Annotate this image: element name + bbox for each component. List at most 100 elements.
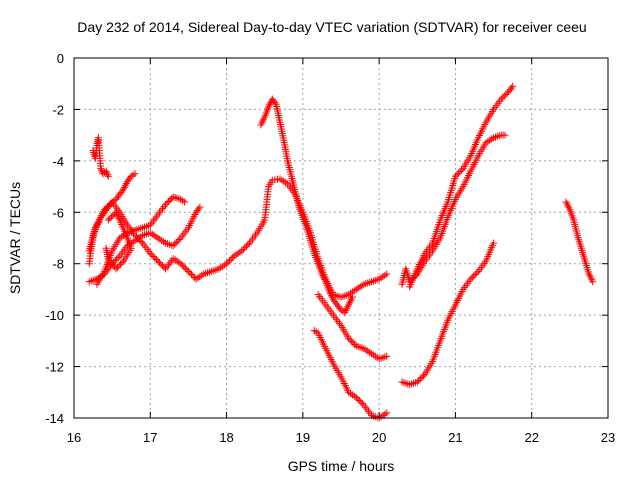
data-point-marker	[413, 378, 421, 386]
data-point-marker	[117, 260, 125, 268]
x-tick-label: 21	[448, 430, 462, 445]
data-point-marker	[369, 277, 377, 285]
data-point-marker	[178, 261, 186, 269]
data-point-marker	[102, 167, 110, 175]
data-point-marker	[157, 260, 165, 268]
data-point-marker	[187, 271, 195, 279]
data-point-marker	[148, 251, 156, 259]
data-point-marker	[171, 240, 179, 248]
series-arc-10	[310, 327, 391, 422]
data-point-marker	[419, 372, 427, 380]
data-point-marker	[118, 259, 126, 267]
data-point-marker	[352, 393, 360, 401]
data-point-marker	[102, 244, 110, 252]
data-point-marker	[213, 266, 221, 273]
data-point-marker	[337, 293, 345, 301]
series-arc-6	[102, 208, 135, 273]
data-point-marker	[177, 260, 185, 268]
y-axis-ticks: 0 -2 -4 -6 -8 -10 -12 -14	[45, 51, 608, 426]
data-point-marker	[209, 267, 217, 275]
x-axis-ticks: 16 17 18 19 20 21 22 23	[67, 58, 615, 445]
data-point-marker	[141, 231, 149, 239]
data-point-marker	[184, 267, 192, 275]
data-point-marker	[495, 132, 503, 140]
data-point-marker	[104, 171, 112, 179]
data-point-marker	[189, 272, 197, 280]
data-point-marker	[358, 400, 366, 408]
data-point-marker	[104, 203, 112, 211]
data-point-marker	[242, 242, 250, 250]
data-point-marker	[155, 259, 163, 267]
data-point-marker	[343, 291, 351, 299]
data-point-marker	[416, 375, 424, 383]
data-point-marker	[131, 226, 139, 234]
y-tick-label: -8	[52, 257, 64, 272]
data-point-marker	[349, 339, 357, 347]
data-point-marker	[500, 92, 508, 100]
data-point-marker	[160, 263, 168, 271]
data-point-marker	[154, 257, 162, 265]
data-point-marker	[183, 266, 191, 274]
x-axis-label: GPS time / hours	[288, 458, 395, 474]
data-point-marker	[118, 187, 126, 195]
data-point-marker	[418, 373, 426, 381]
y-tick-label: -2	[52, 102, 64, 117]
data-point-marker	[339, 293, 347, 300]
data-point-marker	[501, 131, 509, 139]
data-point-marker	[507, 84, 515, 92]
data-point-marker	[223, 260, 231, 268]
series-arc-8	[261, 175, 391, 301]
data-point-marker	[312, 328, 320, 336]
data-point-marker	[473, 269, 481, 277]
data-point-marker	[146, 249, 154, 257]
data-point-marker	[109, 211, 117, 219]
data-point-marker	[379, 354, 387, 362]
x-tick-label: 16	[67, 430, 81, 445]
data-point-marker	[402, 379, 410, 387]
data-point-marker	[406, 381, 414, 389]
data-point-marker	[186, 269, 194, 277]
x-tick-label: 23	[601, 430, 615, 445]
data-point-marker	[175, 195, 183, 203]
data-point-marker	[106, 214, 114, 222]
data-point-marker	[383, 409, 391, 417]
data-point-marker	[129, 171, 137, 179]
data-point-marker	[400, 379, 408, 387]
data-point-marker	[85, 278, 93, 286]
data-point-marker	[133, 226, 141, 234]
data-point-marker	[126, 174, 134, 182]
data-point-marker	[224, 258, 232, 266]
data-point-marker	[468, 274, 476, 282]
data-point-marker	[373, 413, 381, 421]
y-tick-label: -4	[52, 154, 64, 169]
data-point-marker	[195, 205, 203, 213]
data-point-marker	[166, 196, 174, 204]
data-point-marker	[102, 204, 110, 212]
data-point-marker	[202, 269, 210, 277]
data-point-marker	[181, 198, 189, 206]
data-point-marker	[205, 268, 213, 276]
data-point-marker	[244, 241, 252, 249]
x-tick-label: 17	[143, 430, 157, 445]
x-tick-label: 19	[296, 430, 310, 445]
data-point-marker	[366, 278, 374, 286]
plot-frame	[73, 57, 609, 419]
data-point-marker	[497, 95, 505, 103]
data-point-marker	[355, 397, 363, 405]
data-point-marker	[589, 278, 597, 286]
data-point-marker	[471, 271, 479, 279]
data-point-marker	[451, 172, 459, 180]
data-point-marker	[196, 203, 204, 211]
data-point-marker	[271, 99, 279, 107]
series-arc-12	[406, 82, 517, 291]
chart-title: Day 232 of 2014, Sidereal Day-to-day VTE…	[77, 19, 586, 35]
data-point-marker	[453, 171, 461, 179]
data-point-marker	[165, 197, 173, 205]
data-point-marker	[114, 254, 122, 262]
data-point-marker	[105, 201, 113, 209]
y-tick-label: -6	[52, 205, 64, 220]
data-point-marker	[490, 239, 498, 247]
data-point-marker	[107, 200, 115, 208]
y-tick-label: 0	[57, 51, 64, 66]
data-point-marker	[207, 267, 215, 275]
